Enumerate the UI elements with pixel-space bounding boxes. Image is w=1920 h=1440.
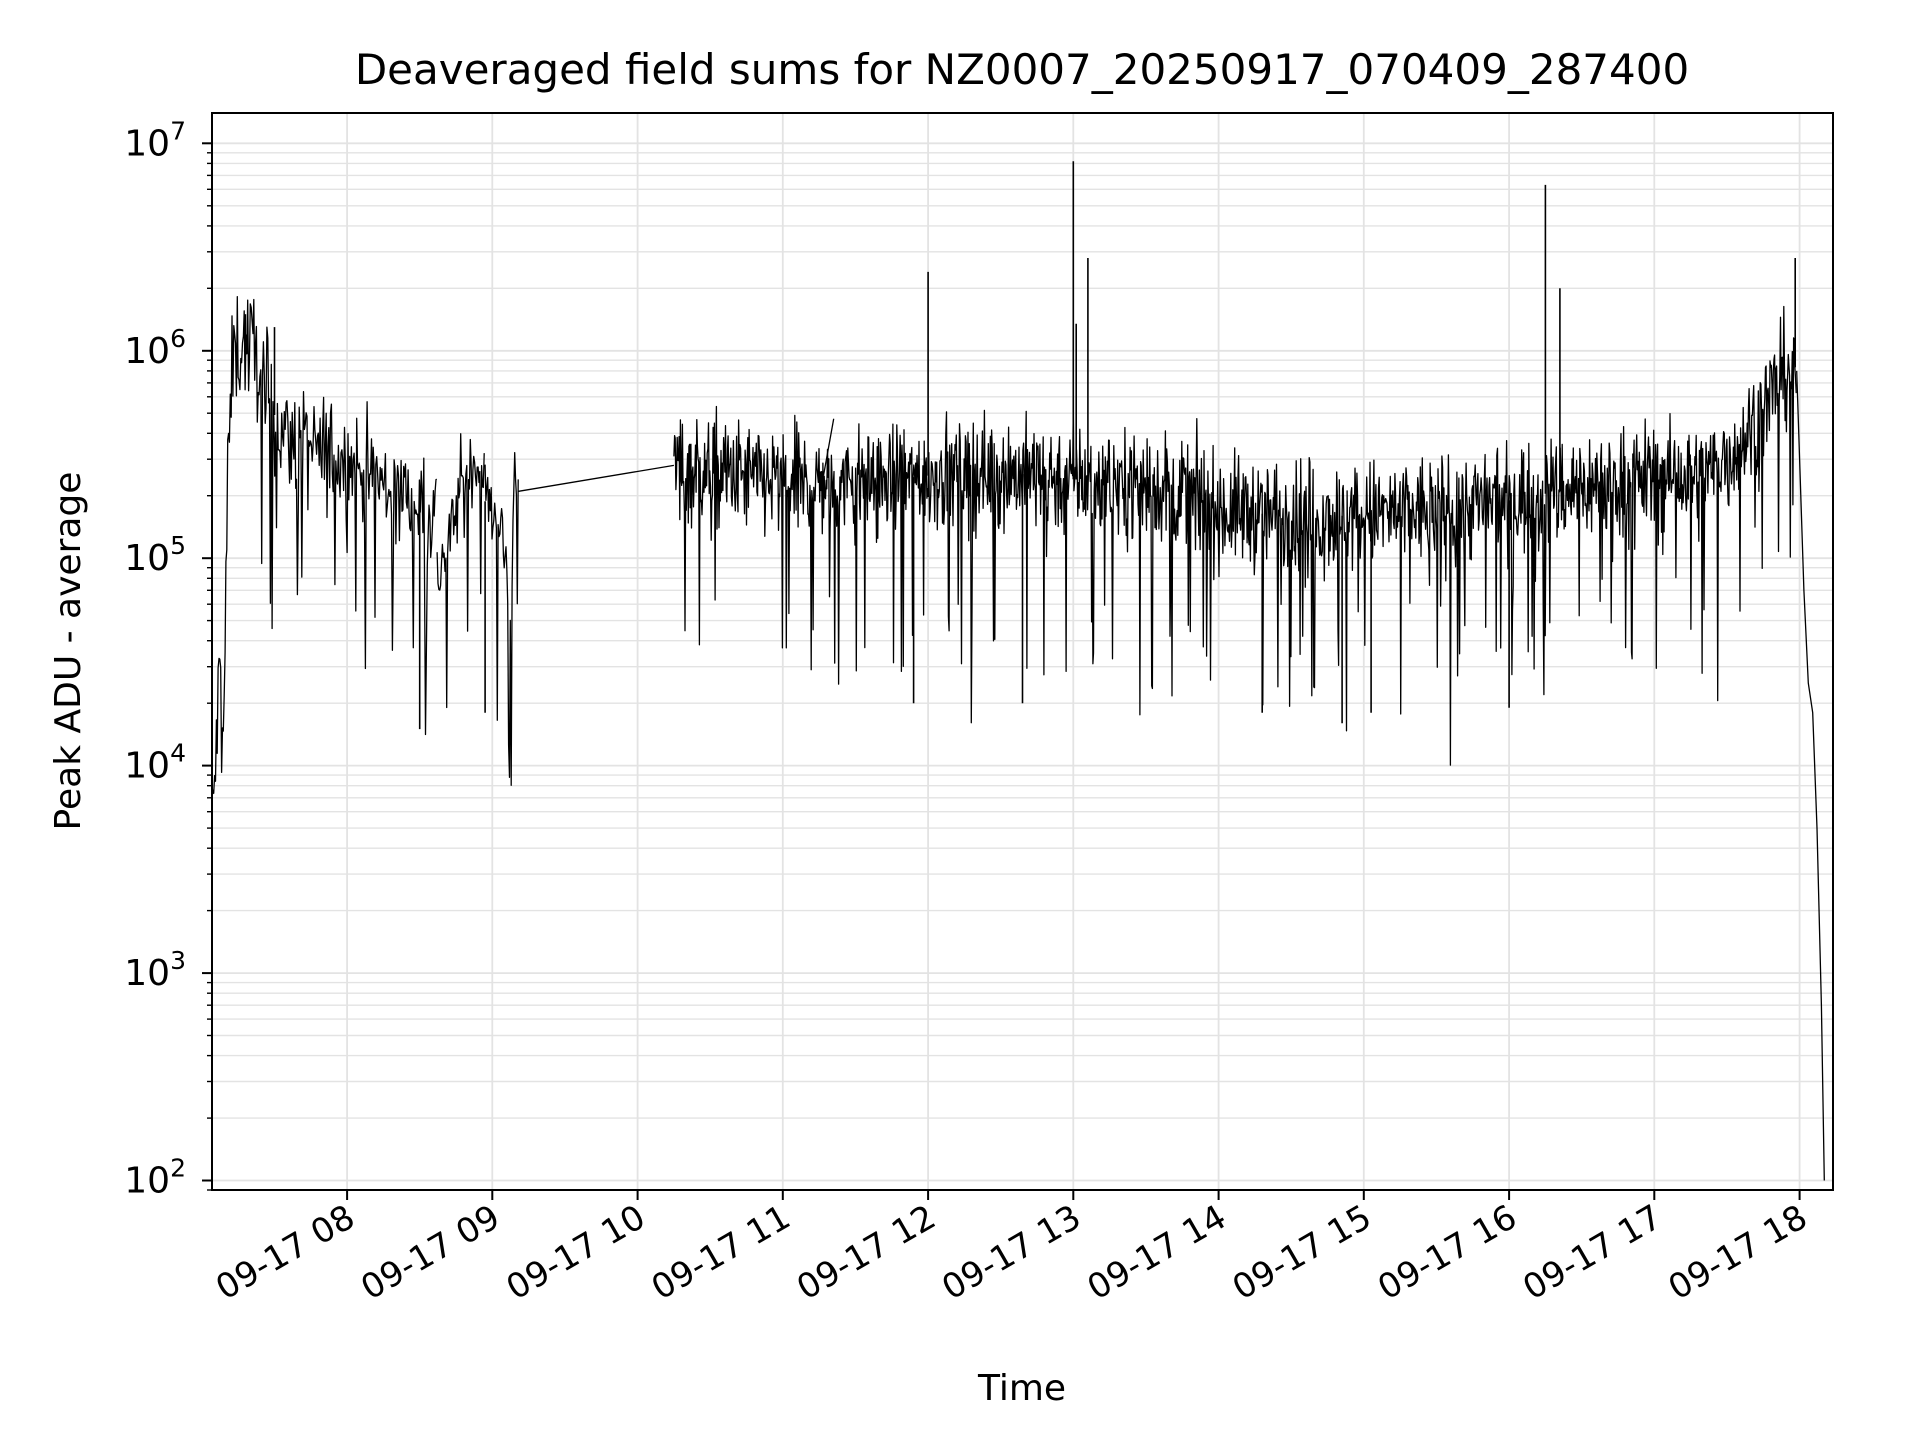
- x-axis-label: Time: [977, 1368, 1066, 1409]
- y-axis-label: Peak ADU - average: [48, 472, 89, 831]
- y-tick-base: 10: [124, 1161, 170, 1202]
- y-tick-label: 103: [124, 946, 186, 994]
- chart-title: Deaveraged field sums for NZ0007_2025091…: [355, 45, 1689, 94]
- series-line-segment: [436, 433, 485, 709]
- y-tick-label: 106: [124, 324, 186, 372]
- y-tick-label: 107: [124, 116, 186, 164]
- y-tick-base: 10: [124, 538, 170, 579]
- series-layer: [211, 161, 1825, 1181]
- series-line-segment: [211, 296, 438, 799]
- y-tick-exponent: 2: [170, 1154, 186, 1183]
- y-tick-exponent: 6: [170, 324, 186, 353]
- y-tick-label: 104: [124, 739, 186, 787]
- y-tick-exponent: 5: [170, 531, 186, 560]
- series-tail: [1796, 370, 1825, 1181]
- y-tick-exponent: 4: [170, 739, 186, 768]
- series-gap-connector: [518, 464, 675, 492]
- y-tick-base: 10: [124, 123, 170, 164]
- y-tick-exponent: 3: [170, 946, 186, 975]
- y-tick-base: 10: [124, 746, 170, 787]
- y-tick-exponent: 7: [170, 116, 186, 145]
- series-gap-connector: [822, 418, 835, 476]
- series-line-segment: [673, 305, 1797, 766]
- y-tick-base: 10: [124, 331, 170, 372]
- series-line-segment: [484, 452, 519, 786]
- grid-lines: [212, 113, 1833, 1191]
- plot-frame: [211, 112, 1834, 1191]
- y-tick-label: 102: [124, 1154, 186, 1202]
- y-tick-label: 105: [124, 531, 186, 579]
- y-tick-base: 10: [124, 953, 170, 994]
